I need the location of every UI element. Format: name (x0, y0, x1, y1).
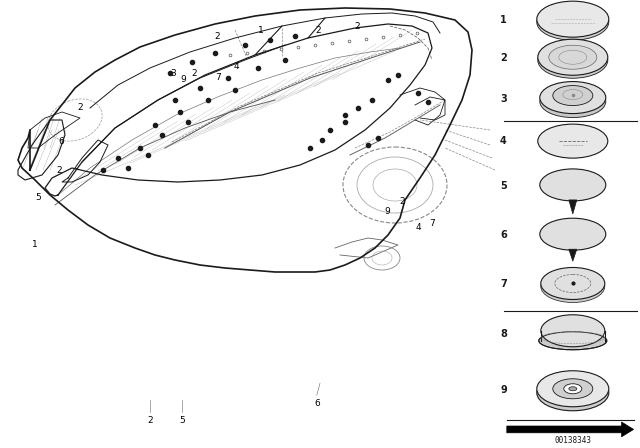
Ellipse shape (537, 4, 609, 40)
Ellipse shape (540, 86, 606, 117)
Text: 9: 9 (500, 385, 507, 395)
Polygon shape (507, 422, 634, 437)
Ellipse shape (569, 387, 577, 391)
Ellipse shape (540, 82, 606, 113)
Text: 00138343: 00138343 (554, 436, 591, 445)
Ellipse shape (540, 218, 606, 250)
Text: 2: 2 (399, 197, 404, 206)
Ellipse shape (548, 45, 596, 69)
Ellipse shape (540, 169, 606, 201)
Ellipse shape (538, 39, 608, 75)
Text: 2: 2 (148, 416, 153, 425)
Text: 2: 2 (316, 26, 321, 35)
Text: 1: 1 (500, 15, 507, 25)
Ellipse shape (537, 371, 609, 407)
Text: 7: 7 (500, 280, 507, 289)
Ellipse shape (537, 375, 609, 411)
Ellipse shape (538, 124, 608, 158)
Polygon shape (569, 249, 577, 261)
Ellipse shape (541, 271, 605, 302)
Text: 8: 8 (500, 329, 507, 339)
Text: 3: 3 (500, 94, 507, 103)
Text: 2: 2 (500, 53, 507, 63)
Ellipse shape (541, 315, 605, 347)
Text: 5: 5 (36, 193, 41, 202)
Text: 7: 7 (215, 73, 220, 82)
Ellipse shape (538, 42, 608, 78)
Text: 6: 6 (500, 230, 507, 240)
Text: 6: 6 (314, 399, 319, 408)
Text: 5: 5 (500, 181, 507, 191)
Text: 4: 4 (415, 223, 420, 232)
Ellipse shape (539, 332, 607, 350)
Ellipse shape (553, 379, 593, 399)
Text: 5: 5 (180, 416, 185, 425)
Text: 1: 1 (33, 240, 38, 249)
Text: 3: 3 (170, 69, 175, 78)
Text: 2: 2 (355, 22, 360, 31)
Text: 2: 2 (77, 103, 83, 112)
Text: 2: 2 (215, 32, 220, 41)
Text: 9: 9 (181, 75, 186, 84)
Text: 2: 2 (56, 166, 61, 175)
Ellipse shape (564, 384, 582, 394)
Text: 4: 4 (234, 62, 239, 71)
Text: 9: 9 (385, 207, 390, 216)
Polygon shape (569, 200, 577, 214)
Text: 4: 4 (500, 136, 507, 146)
Text: 6: 6 (58, 137, 63, 146)
Text: 1: 1 (258, 26, 263, 35)
Text: 2: 2 (191, 69, 196, 78)
Text: 7: 7 (429, 220, 435, 228)
Ellipse shape (541, 267, 605, 299)
Ellipse shape (537, 1, 609, 37)
Ellipse shape (553, 86, 593, 106)
